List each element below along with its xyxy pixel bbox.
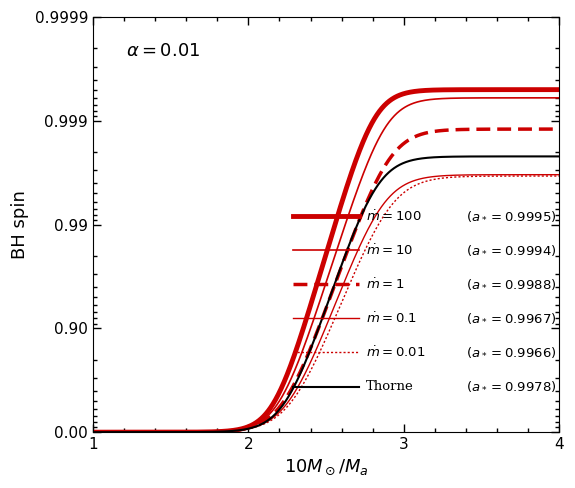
Text: $\dot{m}=10$: $\dot{m}=10$ xyxy=(366,243,413,258)
Y-axis label: BH spin: BH spin xyxy=(11,190,29,259)
Text: Thorne: Thorne xyxy=(366,380,413,393)
Text: $(a_*=0.9967)$: $(a_*=0.9967)$ xyxy=(466,311,557,325)
X-axis label: $10M_\odot/M_a$: $10M_\odot/M_a$ xyxy=(283,458,369,477)
Text: $(a_*=0.9994)$: $(a_*=0.9994)$ xyxy=(466,244,557,257)
Text: $\dot{m}=0.01$: $\dot{m}=0.01$ xyxy=(366,345,425,360)
Text: $\dot{m}=1$: $\dot{m}=1$ xyxy=(366,277,404,292)
Text: $\dot{m}=100$: $\dot{m}=100$ xyxy=(366,209,421,224)
Text: $(a_*=0.9966)$: $(a_*=0.9966)$ xyxy=(466,346,557,360)
Text: $(a_*=0.9978)$: $(a_*=0.9978)$ xyxy=(466,380,557,393)
Text: $(a_*=0.9988)$: $(a_*=0.9988)$ xyxy=(466,278,557,291)
Text: $\alpha = 0.01$: $\alpha = 0.01$ xyxy=(126,42,200,60)
Text: $\dot{m}=0.1$: $\dot{m}=0.1$ xyxy=(366,311,417,326)
Text: $(a_*=0.9995)$: $(a_*=0.9995)$ xyxy=(466,209,557,224)
